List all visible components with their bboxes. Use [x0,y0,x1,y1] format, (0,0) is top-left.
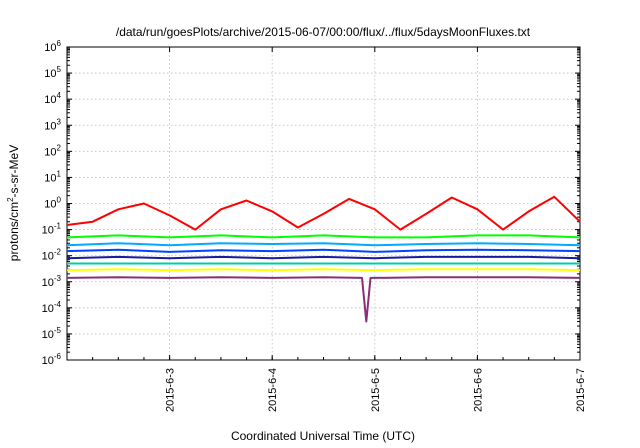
y-tick-exp: -4 [54,300,62,309]
y-tick-base: 10 [44,68,56,80]
x-tick-label: 2015-6-6 [472,368,484,412]
chart-title: /data/run/goesPlots/archive/2015-06-07/0… [116,25,531,39]
y-tick-exp: 3 [57,117,62,126]
y-tick-label: 101 [44,169,61,184]
y-tick-base: 10 [42,303,54,315]
y-tick-label: 102 [44,143,61,158]
series-line-4 [66,248,581,253]
y-tick-label: 10-4 [42,300,62,315]
y-tick-base: 10 [42,251,54,263]
x-axis-label: Coordinated Universal Time (UTC) [231,429,415,443]
y-tick-exp: 4 [57,91,62,100]
y-tick-base: 10 [42,225,54,237]
x-axis: 2015-6-3 2015-6-4 2015-6-5 2015-6-6 2015-6-7 [66,47,587,412]
series-line-1 [66,195,581,231]
series-line-5 [66,255,581,260]
y-tick-label: 103 [44,117,61,132]
y-tick-exp: -3 [54,274,62,283]
series-line-3 [66,242,581,247]
y-tick-label: 10-2 [42,248,62,263]
x-tick-label: 2015-6-7 [575,368,587,412]
y-tick-base: 10 [42,355,54,367]
y-tick-exp: 5 [57,65,62,74]
y-tick-exp: 1 [57,169,62,178]
x-tick-label: 2015-6-5 [370,368,382,412]
y-axis-label-rest: -s-sr-MeV [7,145,21,198]
y-tick-label: 104 [44,91,61,106]
y-tick-exp: 2 [57,143,62,152]
y-axis: 10-610-510-410-310-210-11001011021031041… [42,39,580,367]
y-tick-exp: -1 [54,222,62,231]
series-line-2 [66,234,581,239]
grid [67,47,581,360]
series-line-8 [66,276,581,323]
y-tick-base: 10 [44,94,56,106]
y-tick-base: 10 [44,120,56,132]
y-tick-label: 10-3 [42,274,62,289]
y-tick-base: 10 [44,42,56,54]
y-tick-label: 10-1 [42,222,62,237]
y-tick-exp: 0 [57,196,62,205]
y-tick-exp: -6 [54,352,62,361]
y-axis-label: protons/cm2-s-sr-MeV [6,145,21,261]
y-axis-label-base: protons/cm [7,202,21,261]
y-tick-label: 106 [44,39,61,54]
y-tick-label: 10-5 [42,326,62,341]
series-line-7 [66,268,581,272]
y-tick-label: 105 [44,65,61,80]
y-tick-base: 10 [44,199,56,211]
y-tick-base: 10 [42,277,54,289]
y-tick-exp: -2 [54,248,62,257]
series-layer [66,195,581,323]
x-tick-label: 2015-6-4 [267,368,279,412]
y-tick-label: 10-6 [42,352,62,367]
y-tick-base: 10 [44,172,56,184]
y-tick-base: 10 [44,146,56,158]
y-tick-label: 100 [44,196,61,211]
x-tick-label: 2015-6-3 [165,368,177,412]
y-tick-base: 10 [42,329,54,341]
y-tick-exp: -5 [54,326,62,335]
y-axis-label-sup: 2 [6,197,15,202]
y-tick-exp: 6 [57,39,62,48]
